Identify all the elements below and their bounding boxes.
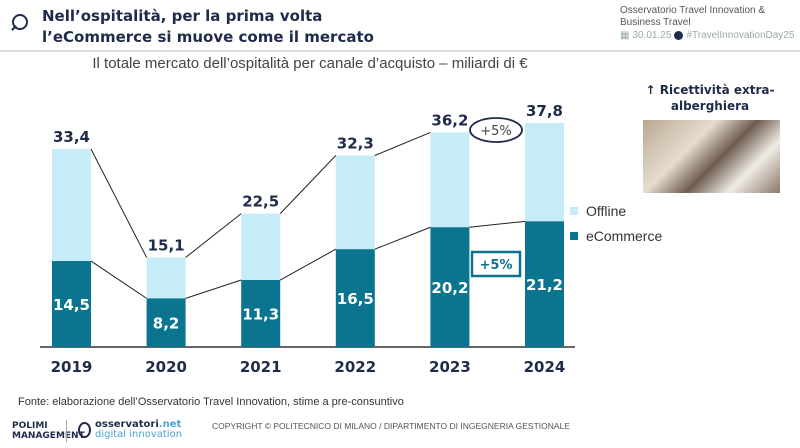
bar-ecommerce <box>241 280 281 347</box>
total-value-label: 36,2 <box>431 111 468 129</box>
bar-offline <box>335 155 375 250</box>
bar-offline <box>241 213 281 281</box>
header-divider <box>0 50 800 52</box>
source-note: Fonte: elaborazione dell’Osservatorio Tr… <box>18 396 404 408</box>
legend-swatch-offline <box>570 207 578 215</box>
x-tick-label: 2022 <box>334 358 376 376</box>
page-title: Nell’ospitalità, per la prima volta l’eC… <box>42 7 374 46</box>
osservatori-ring-icon <box>78 422 91 438</box>
bar-ecommerce <box>525 221 564 347</box>
bar-offline <box>146 257 186 299</box>
legend-offline: Offline <box>570 203 626 219</box>
total-trend-line <box>90 148 148 258</box>
bar-offline <box>525 122 564 222</box>
total-growth-label: +5% <box>480 124 512 139</box>
calendar-icon: ▦ <box>620 30 630 41</box>
copyright: COPYRIGHT © POLITECNICO DI MILANO / DIPA… <box>212 421 570 431</box>
ecommerce-value-label: 8,2 <box>153 315 180 333</box>
bar-ecommerce <box>335 249 375 347</box>
legend-ecommerce: eCommerce <box>570 228 662 244</box>
total-value-label: 32,3 <box>337 135 374 153</box>
hashtag: #TravelInnovationDay25 <box>686 30 795 41</box>
legend-label-offline: Offline <box>586 203 627 219</box>
ecommerce-trend-line <box>469 220 526 228</box>
ecommerce-value-label: 11,3 <box>242 306 279 324</box>
polimi-logo: POLIMI MANAGEMENT <box>12 421 85 441</box>
total-trend-line <box>374 131 431 156</box>
event-date: 30.01.25 <box>632 30 672 41</box>
x-tick-label: 2021 <box>240 358 282 376</box>
ecommerce-growth-box <box>470 250 522 278</box>
observatory-name: Osservatorio Travel Innovation & Busines… <box>620 5 766 28</box>
total-value-label: 15,1 <box>148 236 185 254</box>
x-tick-label: 2024 <box>524 358 566 376</box>
ecommerce-value-label: 21,2 <box>526 276 563 294</box>
ecommerce-growth-label: +5% <box>480 258 513 273</box>
total-trend-line <box>279 155 337 214</box>
legend-label-ecommerce: eCommerce <box>586 228 663 244</box>
total-value-label: 37,8 <box>526 102 563 120</box>
total-value-label: 33,4 <box>53 128 90 146</box>
bar-offline <box>52 149 91 262</box>
search-logo-icon <box>12 14 28 30</box>
hotel-interior-photo <box>643 120 780 193</box>
bar-ecommerce <box>52 261 91 347</box>
bar-ecommerce <box>430 227 470 347</box>
side-title: ↑ Ricettività extra-alberghiera <box>645 83 775 113</box>
total-value-label: 22,5 <box>242 193 279 211</box>
chart-title: Il totale mercato dell’ospitalità per ca… <box>92 55 528 72</box>
bar-ecommerce <box>146 298 186 347</box>
ecommerce-trend-line <box>90 260 147 299</box>
brand-dot-icon <box>674 31 684 40</box>
x-tick-label: 2019 <box>51 358 93 376</box>
x-tick-label: 2020 <box>145 358 187 376</box>
ecommerce-value-label: 20,2 <box>431 279 468 297</box>
total-trend-line <box>185 213 242 258</box>
total-growth-ellipse <box>469 117 523 143</box>
ecommerce-value-label: 14,5 <box>53 296 90 314</box>
legend-swatch-ecommerce <box>570 232 578 240</box>
osservatori-logo: osservatori.net digital innovation <box>78 420 182 440</box>
ecommerce-value-label: 16,5 <box>337 290 374 308</box>
x-tick-label: 2023 <box>429 358 471 376</box>
ecommerce-trend-line <box>374 226 431 250</box>
bar-offline <box>430 132 470 228</box>
date-row: ▦ 30.01.25 #TravelInnovationDay25 <box>620 30 794 41</box>
ecommerce-trend-line <box>185 279 242 299</box>
logo-divider <box>66 420 67 442</box>
ecommerce-trend-line <box>279 248 337 281</box>
